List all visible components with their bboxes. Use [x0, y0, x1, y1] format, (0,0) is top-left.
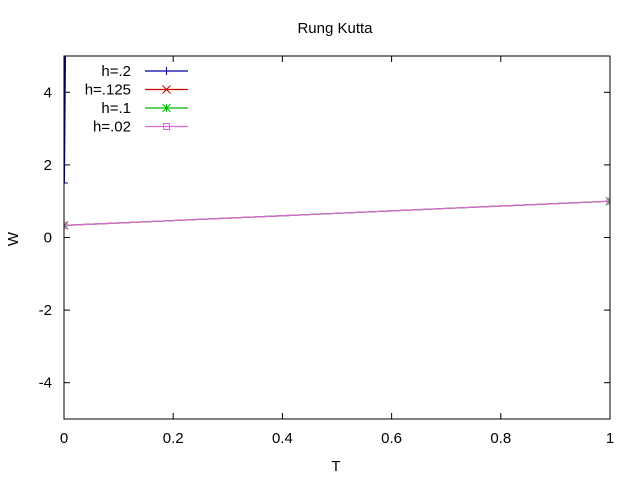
legend-marker: [162, 85, 171, 94]
data-point: [61, 45, 69, 53]
chart-title: Rung Kutta: [297, 20, 373, 37]
x-tick-label: 1: [606, 430, 614, 447]
legend-label: h=.125: [85, 82, 131, 99]
x-tick-label: 0: [60, 430, 68, 447]
data-point: [64, 221, 68, 229]
legend-label: h=.1: [101, 100, 131, 117]
legend-label: h=.02: [93, 119, 131, 136]
legend-marker: [163, 123, 170, 130]
data-point: [606, 197, 610, 205]
x-axis-label: T: [331, 458, 340, 475]
legend-marker: [162, 67, 171, 75]
series-line: [64, 200, 610, 227]
data-point: [64, 179, 68, 188]
x-tick-label: 0.4: [272, 430, 293, 447]
x-tick-label: 0.6: [381, 430, 402, 447]
y-tick-label: 2: [44, 157, 52, 174]
y-tick-label: -2: [39, 302, 52, 319]
x-tick-label: 0.8: [490, 430, 511, 447]
series-1: [61, 45, 69, 188]
series-layer: [61, 45, 610, 230]
legend-marker: [162, 103, 171, 113]
y-tick-label: 4: [44, 84, 52, 101]
series-4: [64, 197, 610, 229]
x-tick-label: 0.2: [163, 430, 184, 447]
plot-frame: [63, 55, 611, 420]
y-tick-label: -4: [39, 375, 52, 392]
legend-label: h=.2: [101, 63, 131, 80]
y-tick-label: 0: [44, 230, 52, 247]
y-axis-label: W: [5, 231, 22, 246]
axis-ticks: 0 0.2 0.4 0.6 0.8 1 -4 -2 0 2 4: [39, 56, 614, 447]
